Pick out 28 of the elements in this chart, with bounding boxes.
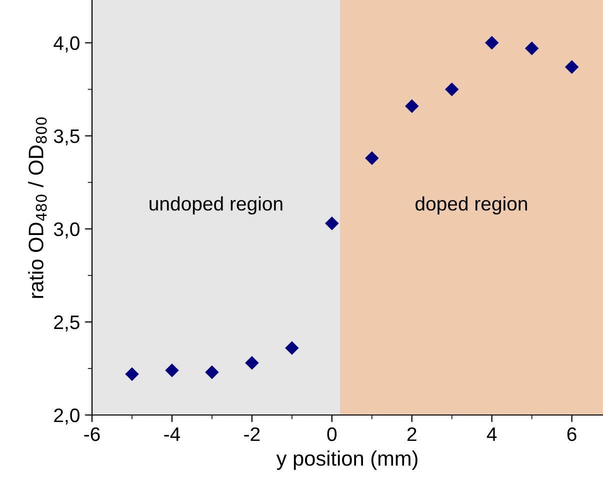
point	[285, 341, 299, 355]
x-tick-label: -4	[164, 428, 180, 441]
y-tick-label: 3,5	[54, 129, 80, 146]
band-label: doped region	[416, 196, 527, 214]
y-axis-title: ratio OD$_{480}$ / OD$_{800}$	[28, 117, 47, 298]
point	[165, 364, 179, 377]
x-tick-label: 4	[486, 428, 497, 441]
band-label: undoped region	[150, 196, 282, 214]
x-tick-label: 0	[327, 427, 337, 442]
point	[245, 356, 259, 370]
point	[565, 60, 578, 74]
y-tick-label: 2,0	[54, 408, 80, 425]
point	[325, 216, 339, 230]
point	[485, 36, 498, 50]
x-axis-title: y position (mm)	[276, 450, 418, 470]
y-tick-label: 3,0	[54, 222, 80, 238]
x-tick-label: 2	[407, 427, 416, 441]
x-tick-label: -2	[244, 427, 260, 441]
x-tick-label: -6	[84, 427, 100, 442]
point	[445, 82, 458, 96]
point	[365, 152, 378, 165]
y-tick-label: 2,5	[54, 315, 80, 332]
x-tick-label: 6	[567, 427, 576, 442]
point	[405, 99, 418, 113]
point	[125, 367, 139, 381]
point	[205, 366, 219, 379]
y-tick-label: 4,0	[54, 36, 80, 52]
point	[525, 42, 538, 55]
